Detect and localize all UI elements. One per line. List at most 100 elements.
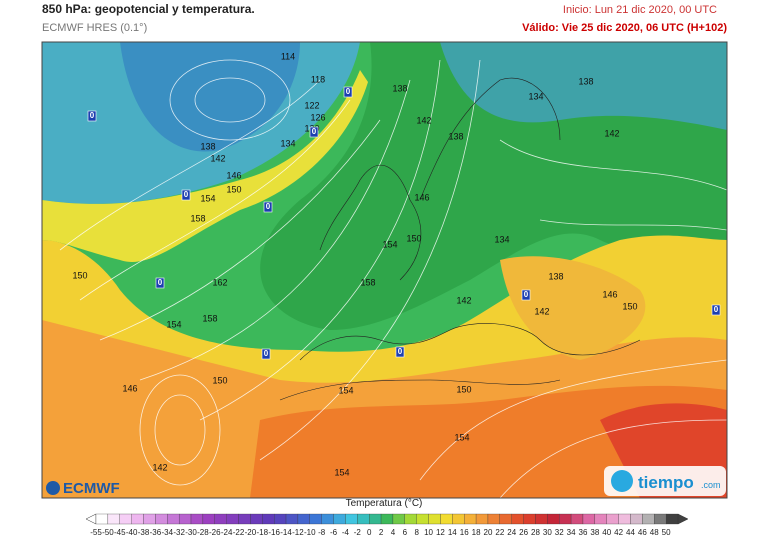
colorbar-cell — [155, 513, 168, 525]
contour-label: 146 — [122, 383, 137, 393]
zero-label-box — [395, 346, 405, 358]
colorbar-cell — [618, 513, 631, 525]
colorbar-tick-label: 32 — [555, 528, 564, 537]
zero-label-box — [309, 126, 319, 138]
colorbar-tick-label: 24 — [507, 528, 516, 537]
colorbar-cell — [523, 513, 536, 525]
colorbar-cell — [535, 513, 548, 525]
contour-label: 150 — [456, 384, 471, 394]
contour-label: 134 — [528, 91, 543, 101]
colorbar-cell — [642, 513, 655, 525]
colorbar-cell — [262, 513, 275, 525]
colorbar-tick-label: -12 — [292, 528, 304, 537]
contour-label: 146 — [414, 192, 429, 202]
colorbar-cell — [570, 513, 584, 525]
colorbar-cell — [606, 513, 619, 525]
zero-label-box — [87, 110, 97, 122]
colorbar-tick-label: -28 — [197, 528, 209, 537]
colorbar-tick-label: 48 — [650, 528, 659, 537]
colorbar-cell — [582, 513, 596, 525]
contour-label: 154 — [334, 467, 349, 477]
contour-label: 158 — [360, 277, 375, 287]
colorbar-cell — [559, 513, 572, 525]
colorbar-tick-label: 46 — [638, 528, 647, 537]
contour-label: 162 — [212, 277, 227, 287]
colorbar-cell — [380, 513, 394, 525]
contour-label: 154 — [382, 239, 397, 249]
contour-label: 150 — [212, 375, 227, 385]
colorbar-tick-label: 42 — [614, 528, 623, 537]
contour-label: 142 — [416, 115, 431, 125]
colorbar-cell — [345, 513, 358, 525]
zero-label: 0 — [714, 305, 719, 314]
contour-label: 150 — [622, 301, 637, 311]
zero-label-box — [263, 201, 273, 213]
colorbar-cell — [131, 513, 144, 525]
model-name: ECMWF HRES (0.1°) — [42, 22, 147, 34]
contour-label: 134 — [494, 234, 509, 244]
colorbar-cell — [464, 513, 477, 525]
colorbar-tick-label: -6 — [330, 528, 338, 537]
colorbar-cell — [594, 513, 607, 525]
colorbar-tick-label: 8 — [414, 528, 419, 537]
colorbar-cell — [452, 513, 465, 525]
zero-label: 0 — [398, 347, 403, 356]
contour-label: 154 — [166, 319, 181, 329]
colorbar-tick-label: -8 — [318, 528, 326, 537]
tiempo-text: tiempo — [638, 473, 694, 492]
tiempo-logo: tiempo .com — [604, 466, 726, 496]
contour-label: 114 — [281, 51, 295, 61]
ecmwf-text: ECMWF — [63, 480, 120, 497]
colorbar-cell — [547, 513, 560, 525]
colorbar-tick-label: 30 — [543, 528, 552, 537]
colorbar-cell — [297, 513, 310, 525]
zero-label: 0 — [346, 87, 351, 96]
colorbar-cell — [630, 513, 643, 525]
colorbar-tick-label: -50 — [102, 528, 114, 537]
colorbar-cell — [226, 513, 239, 525]
colorbar-tick-label: -32 — [173, 528, 185, 537]
colorbar-arrow — [677, 513, 689, 525]
map-area — [42, 42, 727, 498]
colorbar-cell — [167, 513, 180, 525]
zero-label: 0 — [266, 202, 271, 211]
contour-label: 142 — [604, 128, 619, 138]
contour-label: 122 — [304, 100, 319, 110]
colorbar-tick-label: -38 — [138, 528, 150, 537]
colorbar-cell — [285, 513, 299, 525]
zero-label: 0 — [90, 111, 95, 120]
contour-label: 138 — [392, 83, 407, 93]
contour-label: 146 — [602, 289, 617, 299]
colorbar-tick-label: -18 — [257, 528, 269, 537]
colorbar-tick-label: 22 — [495, 528, 504, 537]
colorbar-tick-label: -34 — [161, 528, 173, 537]
colorbar-tick-label: -55 — [90, 528, 102, 537]
colorbar-cell — [487, 513, 500, 525]
ecmwf-logo: ECMWF — [46, 480, 120, 497]
colorbar-tick-label: -30 — [185, 528, 197, 537]
colorbar-tick-label: 2 — [379, 528, 384, 537]
colorbar-cell — [475, 513, 489, 525]
zero-label: 0 — [264, 349, 269, 358]
zero-label-box — [261, 348, 271, 360]
init-time: Inicio: Lun 21 dic 2020, 00 UTC — [563, 4, 717, 16]
colorbar-tick-label: 0 — [367, 528, 372, 537]
zero-label-box — [521, 289, 531, 301]
colorbar-cell — [95, 513, 109, 525]
contour-label: 150 — [72, 270, 87, 280]
colorbar-tick-label: -2 — [354, 528, 362, 537]
colorbar-tick-label: -22 — [233, 528, 245, 537]
contour-label: 138 — [448, 131, 463, 141]
colorbar-tick-label: -36 — [150, 528, 162, 537]
colorbar-cell — [665, 513, 679, 525]
colorbar-cell — [333, 513, 346, 525]
contour-label: 154 — [200, 193, 215, 203]
colorbar-tick-label: -20 — [245, 528, 257, 537]
contour-label: 138 — [548, 271, 563, 281]
valid-time: Válido: Vie 25 dic 2020, 06 UTC (H+102) — [522, 22, 727, 34]
colorbar-cell — [369, 513, 382, 525]
colorbar-tick-label: 38 — [590, 528, 599, 537]
colorbar-tick-label: -24 — [221, 528, 233, 537]
